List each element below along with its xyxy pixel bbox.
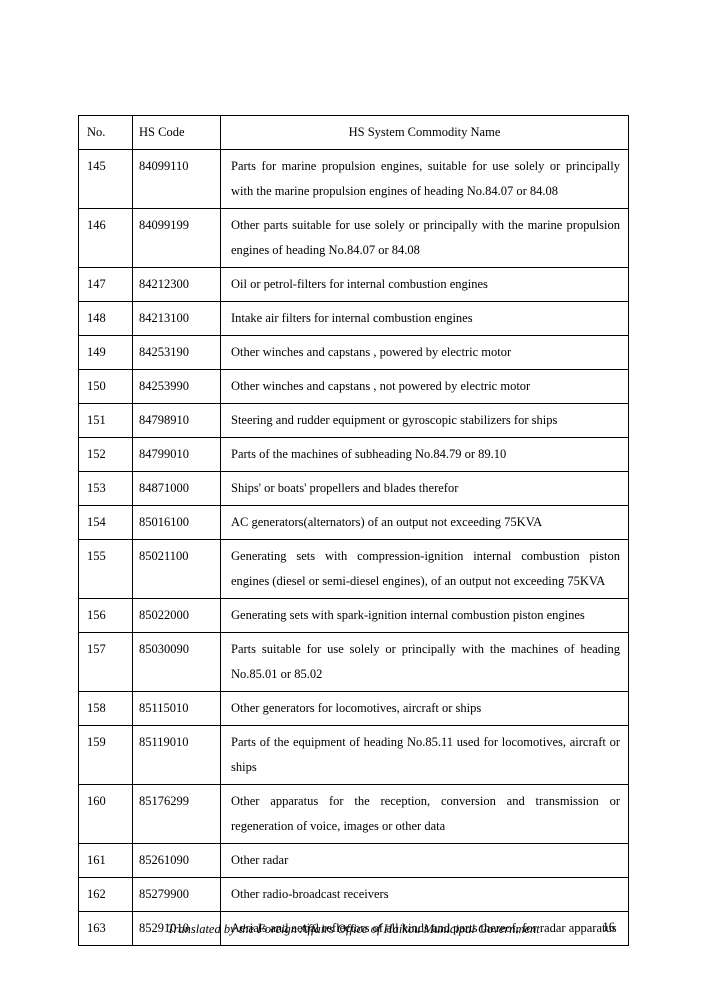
cell-code: 84099199 xyxy=(133,209,221,268)
cell-name: Oil or petrol-filters for internal combu… xyxy=(221,268,629,302)
cell-code: 84213100 xyxy=(133,302,221,336)
cell-no: 161 xyxy=(79,844,133,878)
table-row: 15084253990Other winches and capstans , … xyxy=(79,370,629,404)
cell-code: 84253190 xyxy=(133,336,221,370)
cell-no: 152 xyxy=(79,438,133,472)
table-row: 14884213100Intake air filters for intern… xyxy=(79,302,629,336)
cell-no: 162 xyxy=(79,878,133,912)
table-body: 14584099110Parts for marine propulsion e… xyxy=(79,150,629,946)
table-row: 15585021100Generating sets with compress… xyxy=(79,540,629,599)
cell-name: AC generators(alternators) of an output … xyxy=(221,506,629,540)
table-row: 15284799010Parts of the machines of subh… xyxy=(79,438,629,472)
page-number: 16 xyxy=(603,920,616,935)
cell-name: Parts suitable for use solely or princip… xyxy=(221,633,629,692)
cell-code: 84099110 xyxy=(133,150,221,209)
cell-no: 151 xyxy=(79,404,133,438)
cell-no: 149 xyxy=(79,336,133,370)
table-row: 15885115010Other generators for locomoti… xyxy=(79,692,629,726)
cell-no: 148 xyxy=(79,302,133,336)
cell-code: 84212300 xyxy=(133,268,221,302)
cell-name: Other apparatus for the reception, conve… xyxy=(221,785,629,844)
cell-no: 146 xyxy=(79,209,133,268)
cell-code: 85176299 xyxy=(133,785,221,844)
hs-code-table: No. HS Code HS System Commodity Name 145… xyxy=(78,115,629,946)
table-row: 14984253190Other winches and capstans , … xyxy=(79,336,629,370)
cell-no: 155 xyxy=(79,540,133,599)
cell-code: 85030090 xyxy=(133,633,221,692)
page-footer: Translated by the Foreign Affairs Office… xyxy=(0,920,707,938)
cell-name: Other generators for locomotives, aircra… xyxy=(221,692,629,726)
cell-code: 84871000 xyxy=(133,472,221,506)
cell-no: 150 xyxy=(79,370,133,404)
cell-no: 153 xyxy=(79,472,133,506)
cell-no: 159 xyxy=(79,726,133,785)
cell-code: 84798910 xyxy=(133,404,221,438)
table-row: 15384871000Ships' or boats' propellers a… xyxy=(79,472,629,506)
cell-no: 145 xyxy=(79,150,133,209)
cell-name: Steering and rudder equipment or gyrosco… xyxy=(221,404,629,438)
cell-name: Generating sets with compression-ignitio… xyxy=(221,540,629,599)
cell-no: 160 xyxy=(79,785,133,844)
cell-no: 156 xyxy=(79,599,133,633)
cell-code: 85119010 xyxy=(133,726,221,785)
cell-code: 85115010 xyxy=(133,692,221,726)
cell-no: 154 xyxy=(79,506,133,540)
col-header-code: HS Code xyxy=(133,116,221,150)
cell-name: Parts of the machines of subheading No.8… xyxy=(221,438,629,472)
cell-code: 85279900 xyxy=(133,878,221,912)
cell-name: Other radar xyxy=(221,844,629,878)
cell-name: Other winches and capstans , powered by … xyxy=(221,336,629,370)
cell-no: 157 xyxy=(79,633,133,692)
footer-credit: Translated by the Foreign Affairs Office… xyxy=(167,922,540,936)
table-row: 14584099110Parts for marine propulsion e… xyxy=(79,150,629,209)
table-row: 14784212300Oil or petrol-filters for int… xyxy=(79,268,629,302)
cell-code: 85261090 xyxy=(133,844,221,878)
document-page: No. HS Code HS System Commodity Name 145… xyxy=(0,0,707,946)
cell-name: Other winches and capstans , not powered… xyxy=(221,370,629,404)
cell-name: Parts for marine propulsion engines, sui… xyxy=(221,150,629,209)
cell-code: 85021100 xyxy=(133,540,221,599)
table-row: 15184798910Steering and rudder equipment… xyxy=(79,404,629,438)
cell-name: Parts of the equipment of heading No.85.… xyxy=(221,726,629,785)
table-row: 15685022000Generating sets with spark-ig… xyxy=(79,599,629,633)
cell-name: Other radio-broadcast receivers xyxy=(221,878,629,912)
cell-name: Other parts suitable for use solely or p… xyxy=(221,209,629,268)
table-row: 16285279900Other radio-broadcast receive… xyxy=(79,878,629,912)
table-row: 15485016100AC generators(alternators) of… xyxy=(79,506,629,540)
col-header-name: HS System Commodity Name xyxy=(221,116,629,150)
table-row: 15785030090Parts suitable for use solely… xyxy=(79,633,629,692)
cell-code: 84253990 xyxy=(133,370,221,404)
cell-name: Generating sets with spark-ignition inte… xyxy=(221,599,629,633)
table-row: 15985119010Parts of the equipment of hea… xyxy=(79,726,629,785)
cell-code: 85016100 xyxy=(133,506,221,540)
col-header-no: No. xyxy=(79,116,133,150)
table-row: 14684099199Other parts suitable for use … xyxy=(79,209,629,268)
table-row: 16085176299Other apparatus for the recep… xyxy=(79,785,629,844)
table-row: 16185261090Other radar xyxy=(79,844,629,878)
cell-code: 84799010 xyxy=(133,438,221,472)
cell-no: 147 xyxy=(79,268,133,302)
cell-code: 85022000 xyxy=(133,599,221,633)
cell-name: Ships' or boats' propellers and blades t… xyxy=(221,472,629,506)
cell-name: Intake air filters for internal combusti… xyxy=(221,302,629,336)
table-header: No. HS Code HS System Commodity Name xyxy=(79,116,629,150)
cell-no: 158 xyxy=(79,692,133,726)
